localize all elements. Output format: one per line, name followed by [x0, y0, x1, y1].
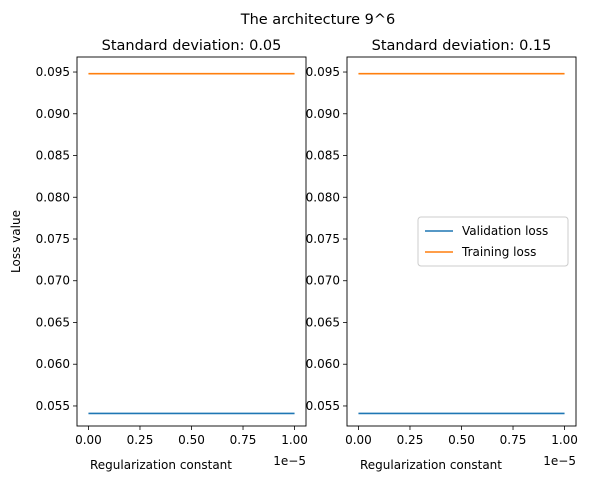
- y-tick-label: 0.090: [306, 107, 340, 121]
- y-tick-label: 0.060: [306, 357, 340, 371]
- y-tick-label: 0.085: [36, 149, 70, 163]
- x-tick-label: 0.00: [345, 433, 372, 447]
- legend: Validation loss Training loss: [418, 217, 568, 266]
- axes-frame: [77, 57, 306, 426]
- subplot-1: Standard deviation: 0.05 0.055 0.060 0.065 0…: [9, 38, 308, 472]
- figure-title: The architecture 9^6: [240, 12, 396, 28]
- y-tick-label: 0.065: [306, 315, 340, 329]
- x-tick-label: 1.00: [551, 433, 578, 447]
- y-tick-label: 0.095: [306, 65, 340, 79]
- x-tick-label: 0.50: [178, 433, 205, 447]
- subplot-2: Standard deviation: 0.15 0.055 0.060 0.065 0…: [306, 38, 578, 472]
- x-tick-label: 0.50: [448, 433, 475, 447]
- x-tick-label: 0.75: [230, 433, 257, 447]
- y-tick-label: 0.075: [306, 232, 340, 246]
- y-tick-label: 0.095: [36, 65, 70, 79]
- y-tick-label: 0.075: [36, 232, 70, 246]
- legend-label: Training loss: [461, 245, 536, 259]
- x-tick-label: 1.00: [281, 433, 308, 447]
- x-tick-label: 0.25: [397, 433, 424, 447]
- y-tick-label: 0.070: [36, 274, 70, 288]
- x-tick-label: 0.00: [75, 433, 102, 447]
- y-tick-label: 0.065: [36, 315, 70, 329]
- y-tick-label: 0.060: [36, 357, 70, 371]
- legend-label: Validation loss: [462, 224, 548, 238]
- y-tick-label: 0.055: [306, 399, 340, 413]
- y-tick-label: 0.080: [36, 190, 70, 204]
- y-axis-label: Loss value: [9, 210, 23, 273]
- x-offset-label: 1e−5: [543, 454, 576, 468]
- x-offset-label: 1e−5: [273, 454, 306, 468]
- x-axis-label: Regularization constant: [90, 458, 232, 472]
- subplot-title: Standard deviation: 0.05: [102, 38, 282, 54]
- y-tick-label: 0.085: [306, 149, 340, 163]
- y-tick-label: 0.090: [36, 107, 70, 121]
- x-tick-label: 0.75: [500, 433, 527, 447]
- y-tick-label: 0.070: [306, 274, 340, 288]
- y-tick-label: 0.080: [306, 190, 340, 204]
- subplot-title: Standard deviation: 0.15: [372, 38, 552, 54]
- x-axis-label: Regularization constant: [360, 458, 502, 472]
- x-tick-label: 0.25: [127, 433, 154, 447]
- y-tick-label: 0.055: [36, 399, 70, 413]
